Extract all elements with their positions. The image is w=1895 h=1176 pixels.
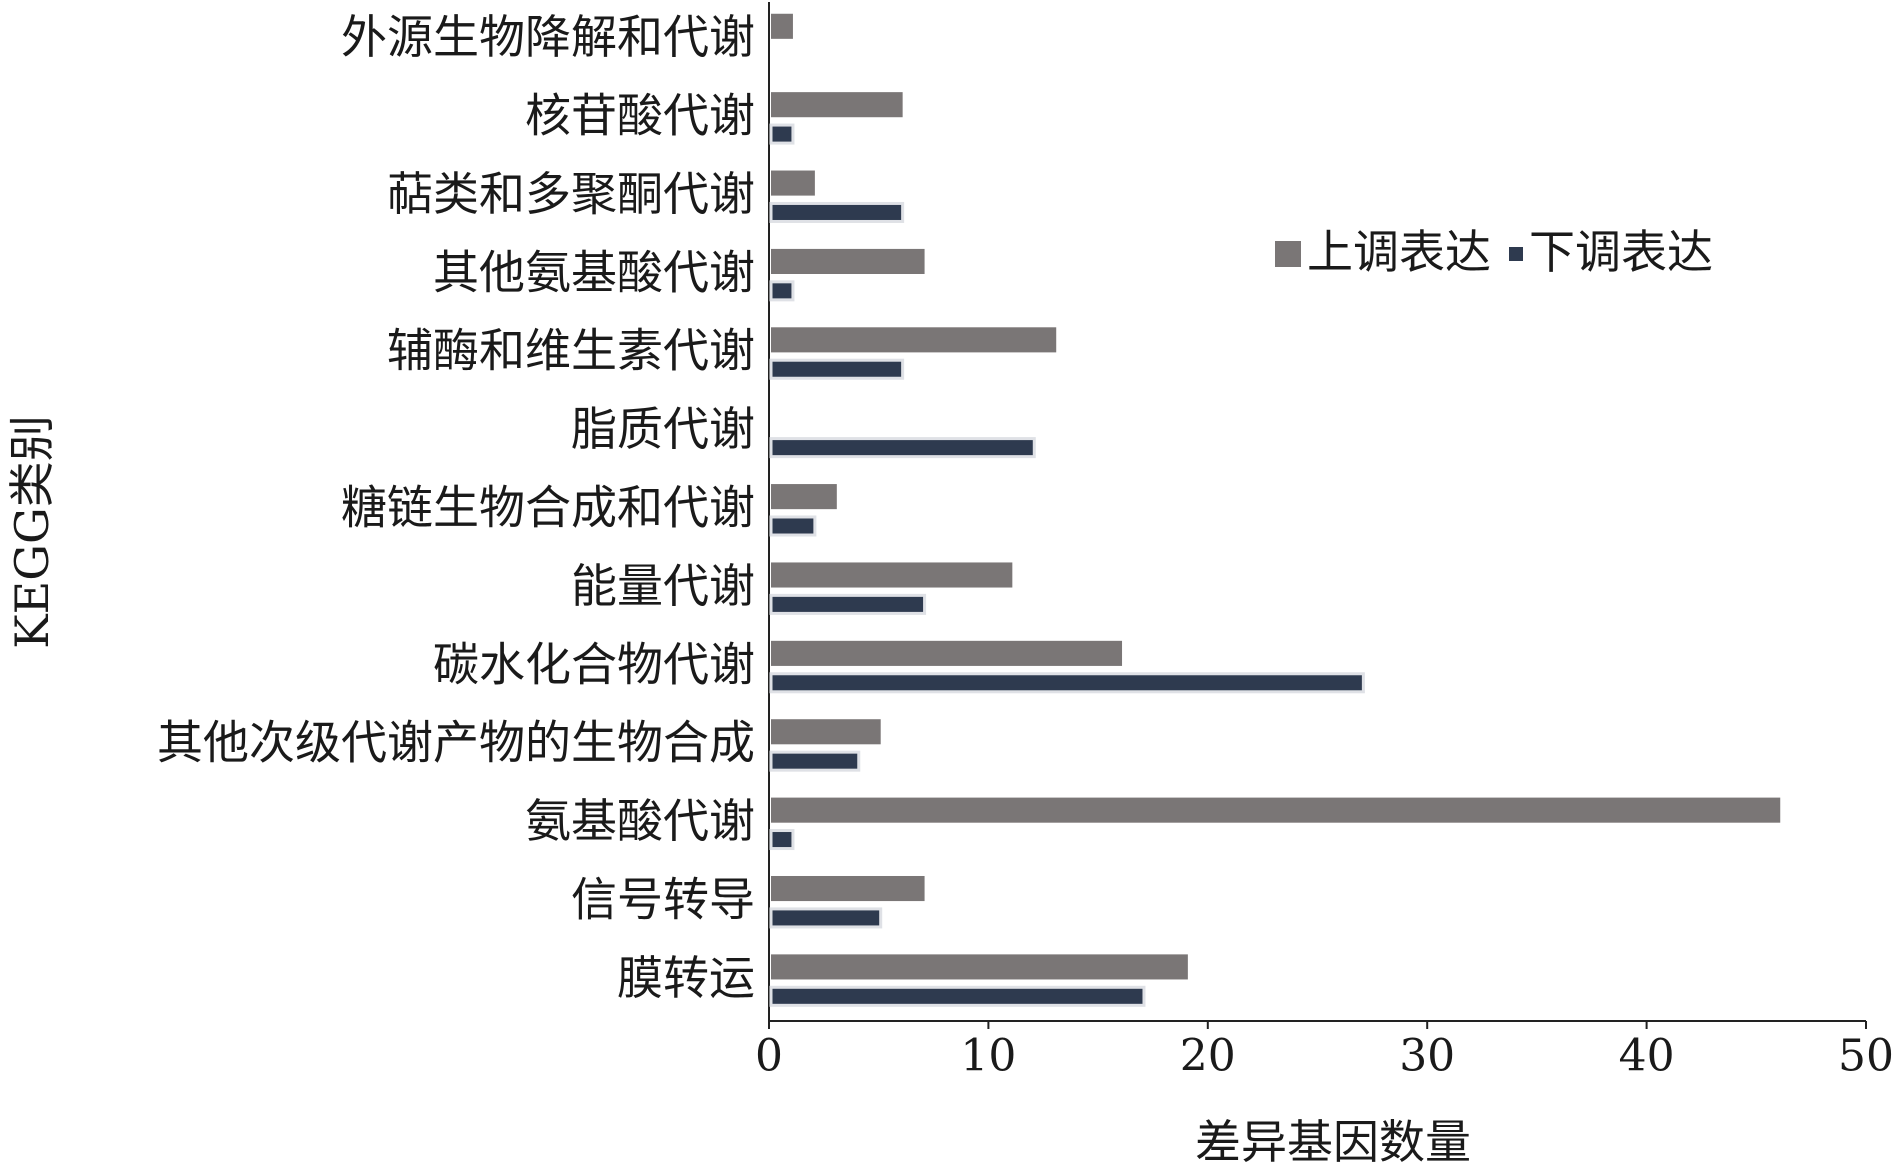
y-tick-label: 外源生物降解和代谢 (341, 10, 755, 64)
bar (771, 562, 1013, 588)
y-tick-label: 碳水化合物代谢 (433, 637, 755, 691)
bar (771, 797, 1781, 823)
x-tick-label: 40 (1619, 1031, 1675, 1082)
bar (771, 170, 815, 196)
legend-swatch (1275, 241, 1301, 267)
bar (769, 201, 905, 223)
bar (771, 13, 793, 39)
bar (769, 280, 795, 302)
y-tick-label: 糖链生物合成和代谢 (341, 481, 755, 535)
legend-swatch (1509, 247, 1523, 261)
bar (769, 437, 1036, 459)
bar (769, 985, 1146, 1007)
legend-label: 上调表达 (1307, 225, 1491, 279)
y-axis-title: KEGG类别 (5, 415, 59, 648)
x-tick-label: 50 (1838, 1031, 1894, 1082)
bar (769, 123, 795, 145)
bar (769, 515, 817, 537)
bar (769, 829, 795, 851)
bar (769, 593, 927, 615)
bar (771, 92, 903, 118)
x-tick-label: 30 (1399, 1031, 1455, 1082)
bar (771, 248, 925, 274)
y-tick-label: 氨基酸代谢 (525, 794, 755, 848)
bar (769, 907, 883, 929)
y-tick-label: 其他氨基酸代谢 (433, 245, 755, 299)
x-axis-title: 差异基因数量 (1195, 1115, 1471, 1169)
bar (771, 640, 1123, 666)
bar (771, 719, 881, 745)
bar (771, 875, 925, 902)
bar (771, 327, 1057, 353)
y-tick-label: 其他次级代谢产物的生物合成 (157, 716, 755, 770)
y-tick-label: 信号转导 (571, 872, 755, 926)
bar (771, 954, 1188, 980)
bar (769, 672, 1365, 694)
y-tick-label: 辅酶和维生素代谢 (387, 324, 755, 378)
y-tick-label: 核苷酸代谢 (525, 89, 755, 143)
y-tick-label: 膜转运 (617, 951, 755, 1005)
x-tick-label: 0 (755, 1031, 783, 1082)
y-tick-label: 脂质代谢 (571, 402, 755, 456)
x-tick-label: 10 (960, 1031, 1016, 1082)
bar (769, 358, 905, 380)
x-tick-label: 20 (1180, 1031, 1236, 1082)
legend-label: 下调表达 (1529, 225, 1713, 279)
bar (769, 750, 861, 772)
y-tick-label: 能量代谢 (571, 559, 755, 613)
bar (771, 484, 837, 510)
y-tick-label: 萜类和多聚酮代谢 (387, 167, 755, 221)
